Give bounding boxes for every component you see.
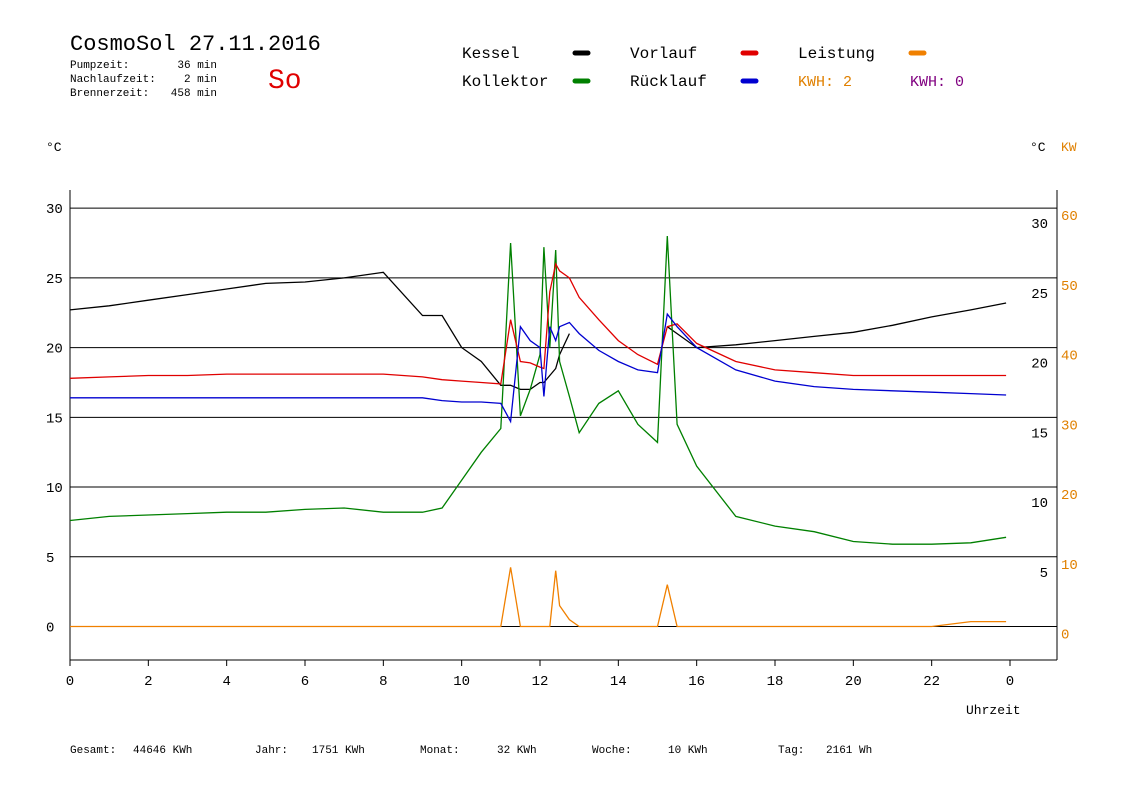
- footer-value: 32 KWh: [497, 745, 537, 757]
- y2-label: KW: [1061, 140, 1077, 155]
- footer-label: Tag:: [778, 745, 804, 757]
- y-tick-label: 5: [46, 551, 54, 567]
- series-line: [70, 312, 1007, 424]
- y-right-label: °C: [1030, 140, 1046, 155]
- x-tick-label: 22: [923, 674, 940, 690]
- y-tick-label: 0: [46, 621, 54, 637]
- footer-value: 2161 Wh: [826, 745, 872, 757]
- title: CosmoSol 27.11.2016: [70, 32, 321, 57]
- y-tick-label: 15: [46, 411, 63, 427]
- y-right-tick-label: 25: [1031, 287, 1048, 303]
- x-tick-label: 0: [1006, 674, 1014, 690]
- series-line: [69, 262, 1007, 385]
- footer-label: Woche:: [592, 745, 632, 757]
- x-tick-label: 10: [453, 674, 470, 690]
- x-tick-label: 20: [845, 674, 862, 690]
- stat-label: Pumpzeit:: [70, 60, 129, 72]
- x-tick-label: 2: [144, 674, 152, 690]
- y-right-tick-label: 5: [1040, 566, 1048, 582]
- legend-label: Kollektor: [462, 73, 548, 91]
- series-line: [69, 235, 1007, 545]
- y-right-tick-label: 20: [1031, 357, 1048, 373]
- kwh-label: KWH: 0: [910, 74, 964, 91]
- y2-tick-label: 20: [1061, 488, 1078, 504]
- y-right-tick-label: 15: [1031, 426, 1048, 442]
- footer-value: 44646 KWh: [133, 745, 192, 757]
- series-line: [69, 271, 1007, 391]
- x-tick-label: 12: [532, 674, 549, 690]
- y2-tick-label: 60: [1061, 209, 1078, 225]
- stat-label: Nachlaufzeit:: [70, 74, 156, 86]
- y2-tick-label: 30: [1061, 418, 1078, 434]
- footer-value: 10 KWh: [668, 745, 708, 757]
- footer-label: Jahr:: [255, 745, 288, 757]
- y-tick-label: 10: [46, 481, 63, 497]
- stat-value: 36 min: [177, 60, 217, 72]
- y-right-tick-label: 30: [1031, 217, 1048, 233]
- y2-tick-label: 40: [1061, 349, 1078, 365]
- y2-tick-label: 10: [1061, 558, 1078, 574]
- footer-value: 1751 KWh: [312, 745, 365, 757]
- series-line: [70, 567, 1007, 628]
- kwh-label: KWH: 2: [798, 74, 852, 91]
- x-tick-label: 8: [379, 674, 387, 690]
- x-tick-label: 18: [767, 674, 784, 690]
- x-tick-label: 14: [610, 674, 627, 690]
- y-right-tick-label: 10: [1031, 496, 1048, 512]
- legend-label: Leistung: [798, 45, 875, 63]
- x-label: Uhrzeit: [966, 703, 1021, 718]
- legend-label: Kessel: [462, 45, 520, 63]
- x-tick-label: 16: [688, 674, 705, 690]
- legend-label: Vorlauf: [630, 45, 697, 63]
- day: So: [268, 66, 302, 97]
- x-tick-label: 6: [301, 674, 309, 690]
- x-tick-label: 4: [222, 674, 230, 690]
- y-tick-label: 20: [46, 342, 63, 358]
- stat-value: 458 min: [171, 88, 217, 100]
- stat-label: Brennerzeit:: [70, 88, 149, 100]
- stat-value: 2 min: [184, 74, 217, 86]
- y2-tick-label: 50: [1061, 279, 1078, 295]
- y2-tick-label: 0: [1061, 628, 1069, 644]
- x-tick-label: 0: [66, 674, 74, 690]
- footer-label: Gesamt:: [70, 745, 116, 757]
- y-label: °C: [46, 140, 62, 155]
- y-tick-label: 30: [46, 202, 63, 218]
- legend-label: Rücklauf: [630, 73, 707, 91]
- footer-label: Monat:: [420, 745, 460, 757]
- y-tick-label: 25: [46, 272, 63, 288]
